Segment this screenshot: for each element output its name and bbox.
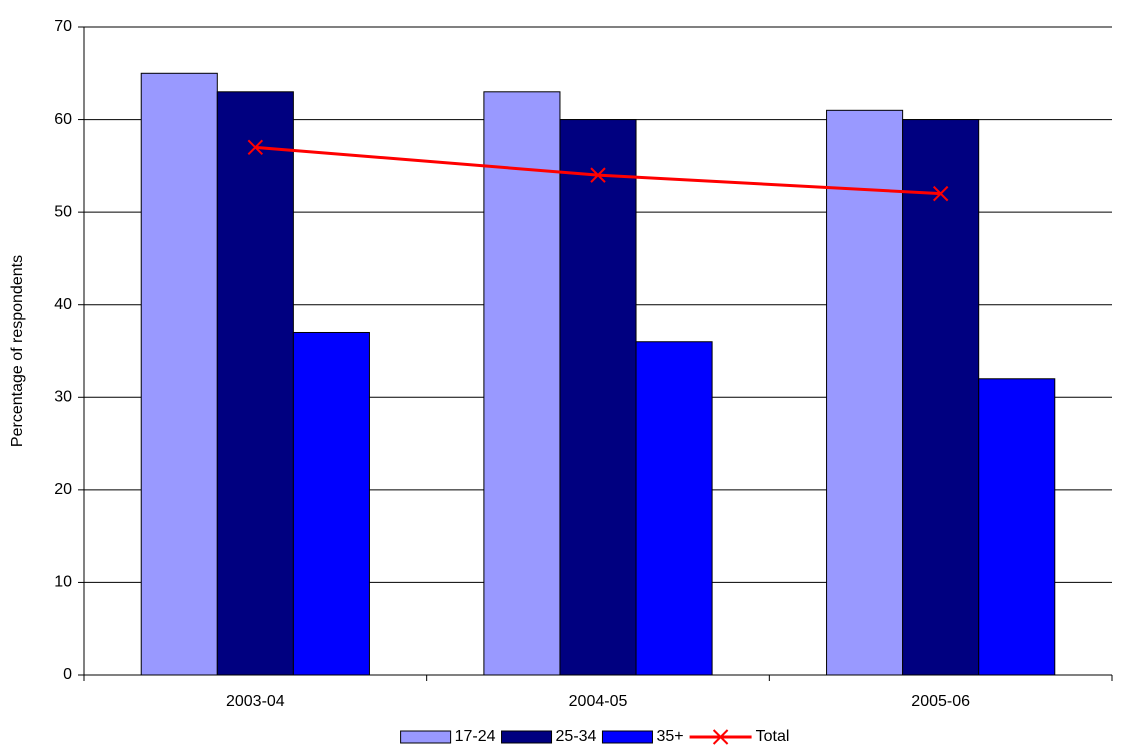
bar xyxy=(978,378,1056,676)
x-tick-label: 2003-04 xyxy=(226,693,285,710)
legend-swatch xyxy=(400,730,452,744)
marker xyxy=(590,167,606,183)
y-tick-label: 10 xyxy=(54,574,72,591)
legend-swatch xyxy=(601,730,653,744)
y-tick-label: 0 xyxy=(63,666,72,683)
marker xyxy=(932,185,949,202)
y-tick-label: 20 xyxy=(54,481,72,498)
bar xyxy=(826,109,904,676)
legend-label: 25-34 xyxy=(556,728,597,745)
bar xyxy=(216,91,294,676)
y-tick-label: 30 xyxy=(54,389,72,406)
marker xyxy=(247,139,264,156)
legend-label: 17-24 xyxy=(455,728,496,745)
y-tick-label: 50 xyxy=(54,203,72,220)
bar xyxy=(483,91,561,676)
y-tick-label: 60 xyxy=(54,111,72,128)
x-tick-label: 2005-06 xyxy=(911,693,970,710)
bar xyxy=(292,331,370,676)
y-tick-label: 70 xyxy=(54,18,72,35)
x-tick-label: 2004-05 xyxy=(569,693,628,710)
legend-label: 35+ xyxy=(656,728,683,745)
legend: 17-24 25-34 35+ Total xyxy=(400,728,790,745)
bar xyxy=(140,72,218,676)
bar xyxy=(635,341,713,676)
legend-marker xyxy=(712,729,729,745)
y-tick-label: 40 xyxy=(54,296,72,313)
bar xyxy=(902,119,980,676)
legend-swatch xyxy=(501,730,553,744)
bar xyxy=(559,119,637,676)
legend-label: Total xyxy=(756,728,790,745)
y-axis-label: Percentage of respondents xyxy=(9,255,26,447)
